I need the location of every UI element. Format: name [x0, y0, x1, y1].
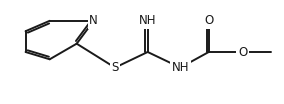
Text: O: O [238, 46, 247, 58]
Text: N: N [89, 14, 98, 27]
Text: NH: NH [172, 61, 189, 74]
Text: S: S [111, 61, 119, 74]
Text: NH: NH [139, 14, 156, 27]
Text: O: O [204, 14, 213, 27]
